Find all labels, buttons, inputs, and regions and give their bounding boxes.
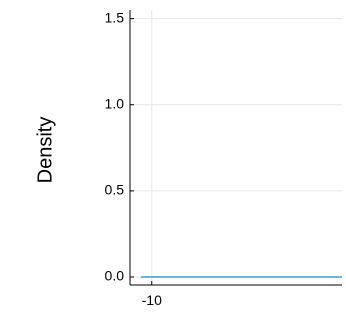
grid-lines bbox=[130, 10, 342, 285]
y-tick-label: 0.5 bbox=[105, 182, 125, 198]
axes bbox=[129, 10, 342, 286]
x-tick-label: -10 bbox=[142, 292, 162, 308]
y-tick-label: 1.0 bbox=[105, 95, 125, 111]
ticks: 0.0 0.5 1.0 1.5 -10 bbox=[105, 9, 163, 308]
y-axis-title: Density bbox=[34, 117, 56, 184]
y-tick-label: 1.5 bbox=[105, 9, 125, 25]
y-tick-label: 0.0 bbox=[105, 268, 125, 284]
